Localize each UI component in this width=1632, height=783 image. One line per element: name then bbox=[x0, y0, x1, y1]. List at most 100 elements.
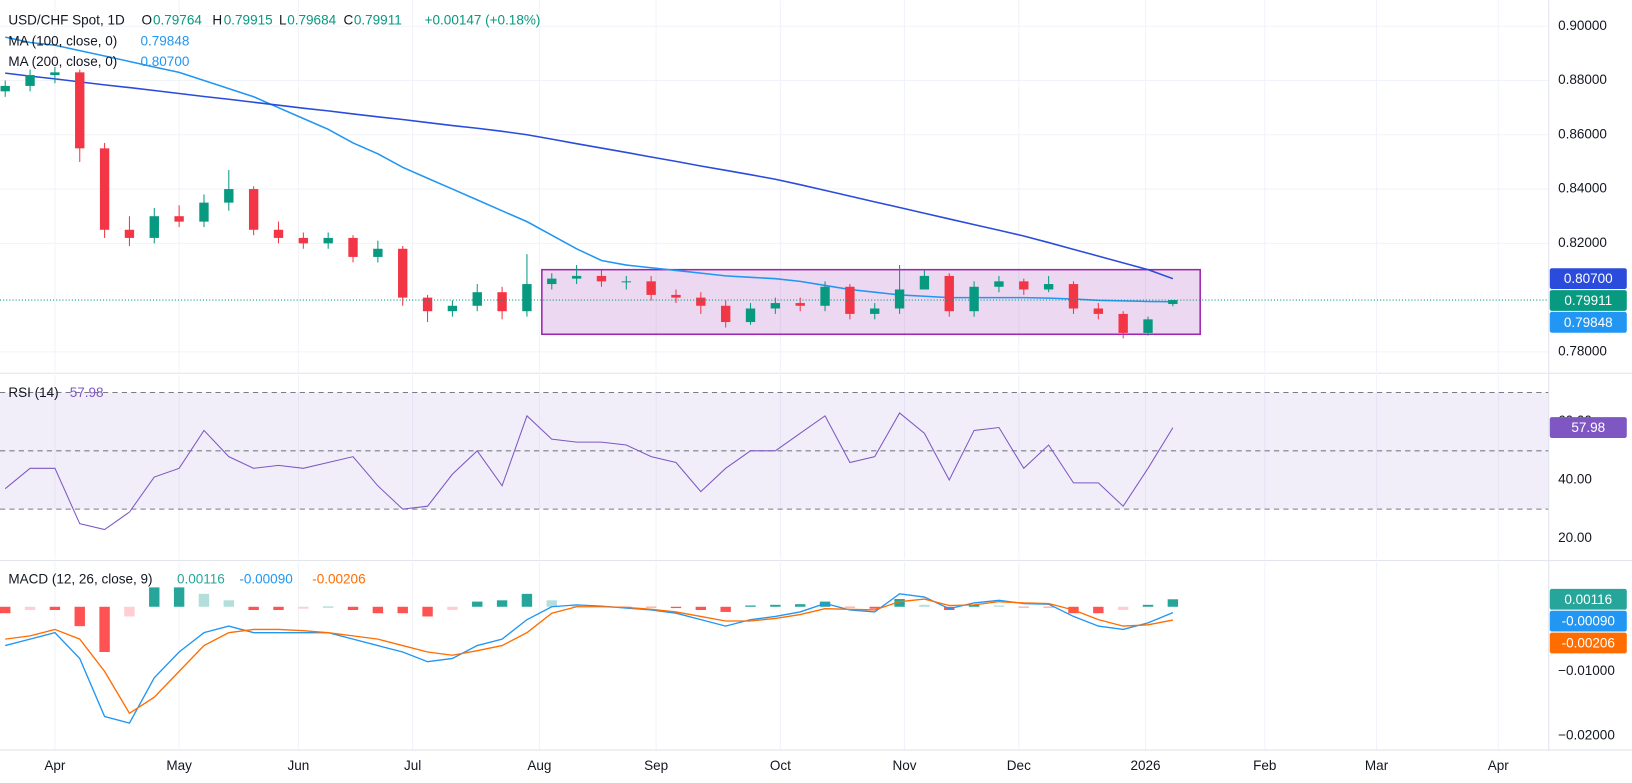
histogram-bar bbox=[571, 604, 582, 607]
x-tick-label: 2026 bbox=[1130, 758, 1160, 773]
candle-body bbox=[323, 237, 333, 244]
change-value: +0.00147 (+0.18%) bbox=[425, 13, 541, 28]
histogram-bar bbox=[223, 600, 235, 607]
price-badge bbox=[1549, 417, 1627, 438]
histogram-bar bbox=[844, 606, 856, 608]
candle-body bbox=[522, 284, 532, 312]
x-tick-label: Sep bbox=[644, 758, 668, 773]
y-tick-label: 20.00 bbox=[1558, 530, 1592, 545]
ohlc-value: 0.79915 bbox=[224, 13, 273, 28]
candle-body bbox=[398, 248, 408, 298]
histogram-bar bbox=[1142, 604, 1154, 607]
line-series bbox=[4, 412, 1174, 531]
line-series bbox=[5, 598, 1174, 715]
candle-body bbox=[497, 292, 507, 312]
candle-body bbox=[720, 305, 731, 323]
candle-body bbox=[870, 308, 880, 314]
histogram-bar bbox=[49, 606, 61, 610]
x-tick-label: Jul bbox=[404, 758, 421, 773]
candle-body bbox=[646, 281, 656, 295]
ohlc-key: H bbox=[212, 13, 222, 28]
y-tick-label: −0.02000 bbox=[1558, 728, 1615, 743]
histogram-bar bbox=[770, 604, 781, 607]
ohlc-value: 0.79684 bbox=[287, 13, 336, 28]
histogram-bar bbox=[894, 599, 905, 607]
line-series bbox=[5, 72, 1174, 280]
candle-body bbox=[795, 303, 805, 306]
candle-body bbox=[1168, 300, 1178, 305]
candle-body bbox=[199, 202, 209, 222]
y-tick-label: 40.00 bbox=[1558, 472, 1592, 487]
histogram-bar bbox=[521, 593, 533, 607]
grid: Apr May Jun Jul Aug Sep Oct Nov Dec 2026 Feb Mar Apr… bbox=[0, 0, 1615, 773]
candle-body bbox=[1118, 313, 1128, 333]
candle-body bbox=[124, 229, 135, 238]
histogram-bar bbox=[372, 606, 384, 614]
price-badge-label: 0.79911 bbox=[1564, 293, 1612, 308]
y-tick-label: −0.01000 bbox=[1558, 663, 1615, 678]
y-tick-label: 0.86000 bbox=[1558, 126, 1607, 141]
y-tick-label: 0.84000 bbox=[1558, 181, 1607, 196]
histogram-bar bbox=[1043, 606, 1054, 608]
price-badge-label: -0.00206 bbox=[1562, 636, 1615, 651]
price-badge bbox=[1549, 290, 1627, 311]
histogram-bar bbox=[273, 606, 284, 610]
x-tick-label: Oct bbox=[770, 758, 791, 773]
histogram-bar bbox=[248, 606, 259, 610]
histogram-bar bbox=[0, 606, 11, 614]
legend-value: 57.98 bbox=[70, 385, 104, 400]
candle-body bbox=[944, 275, 954, 312]
candle-body bbox=[0, 85, 10, 92]
histogram-bar bbox=[993, 605, 1005, 607]
x-tick-label: Apr bbox=[1488, 758, 1510, 773]
legend-name: RSI (14) bbox=[8, 385, 58, 400]
candle-body bbox=[1068, 284, 1079, 309]
candle-body bbox=[447, 305, 458, 312]
histogram-bar bbox=[496, 600, 508, 607]
y-tick-label: 0.88000 bbox=[1558, 72, 1607, 87]
candle-body bbox=[671, 294, 681, 298]
symbol-title: USD/CHF Spot, 1D bbox=[8, 13, 125, 28]
ohlc-key: C bbox=[343, 13, 353, 28]
histogram-bar bbox=[298, 606, 309, 609]
candle-body bbox=[770, 303, 781, 309]
legend-name: MACD (12, 26, close, 9) bbox=[8, 571, 152, 586]
candle-body bbox=[422, 297, 433, 312]
candle-body bbox=[174, 216, 184, 222]
histogram-bar bbox=[397, 606, 408, 614]
candle-body bbox=[298, 237, 309, 244]
histogram-bar bbox=[695, 606, 707, 610]
price-badge-label: 57.98 bbox=[1571, 420, 1605, 435]
candle-body bbox=[547, 278, 557, 285]
price-badge-label: 0.80700 bbox=[1564, 271, 1613, 286]
line-series bbox=[5, 593, 1174, 724]
histogram-bar bbox=[124, 606, 135, 617]
candle-body bbox=[373, 248, 383, 257]
y-tick-label: 0.78000 bbox=[1558, 343, 1607, 358]
y-tick-label: 0.90000 bbox=[1558, 18, 1607, 33]
price-badge-label: 0.79848 bbox=[1564, 315, 1613, 330]
candle-body bbox=[149, 216, 159, 238]
histogram-bar bbox=[1093, 606, 1104, 614]
candle-body bbox=[348, 237, 358, 257]
histogram-bar bbox=[99, 606, 110, 652]
histogram-bar bbox=[919, 604, 930, 607]
candle-body bbox=[969, 286, 979, 312]
histogram-bar bbox=[645, 606, 657, 608]
x-tick-label: Dec bbox=[1007, 758, 1031, 773]
candle-body bbox=[25, 75, 35, 86]
ohlc-value: 0.79764 bbox=[153, 13, 202, 28]
histogram-bar bbox=[74, 606, 85, 627]
legend-name: MA (200, close, 0) bbox=[8, 54, 117, 69]
x-tick-label: Feb bbox=[1253, 758, 1276, 773]
histogram-bar bbox=[347, 606, 359, 610]
ohlc-key: L bbox=[279, 13, 287, 28]
price-badge bbox=[1549, 311, 1627, 333]
candle-body bbox=[50, 72, 60, 76]
x-tick-label: Aug bbox=[527, 758, 551, 773]
histogram-bar bbox=[795, 604, 806, 607]
candle-body bbox=[994, 281, 1004, 287]
candle-body bbox=[99, 148, 110, 230]
marks bbox=[0, 36, 1549, 724]
